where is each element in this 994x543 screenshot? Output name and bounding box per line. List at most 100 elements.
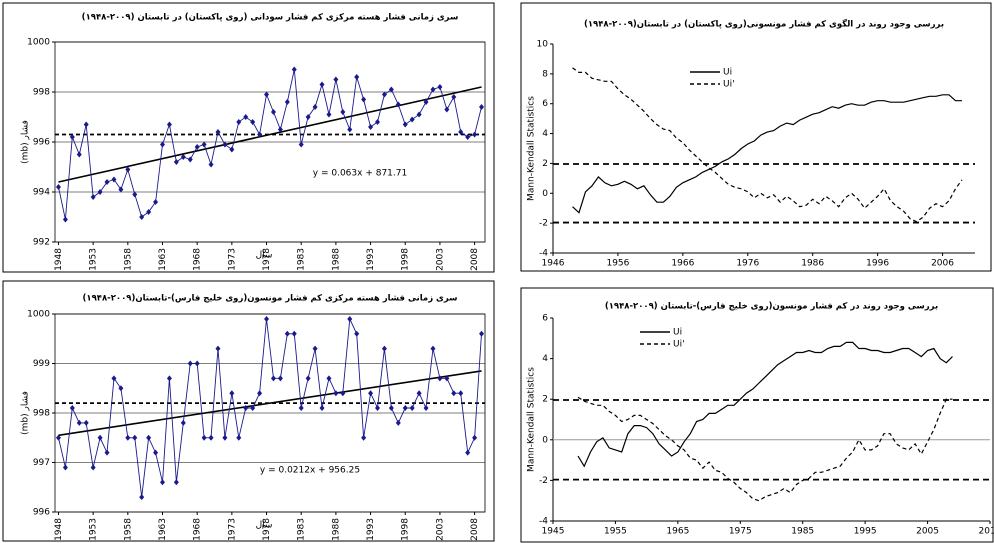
data-point: [305, 114, 311, 120]
y-tick-label: -4: [539, 517, 548, 527]
data-point: [472, 131, 478, 138]
data-point: [347, 126, 353, 133]
x-tick-label: 1983: [297, 518, 307, 541]
x-tick-label: 1986: [801, 259, 824, 269]
data-point: [173, 159, 179, 165]
data-point: [270, 375, 276, 382]
y-tick-label: -2: [539, 476, 548, 486]
data-point: [388, 86, 394, 93]
data-point: [229, 390, 235, 397]
data-point: [423, 99, 429, 105]
series-line: [572, 94, 962, 214]
y-tick-label: 996: [33, 508, 50, 518]
data-point: [409, 116, 415, 123]
data-point: [83, 121, 89, 128]
legend-label: Ui: [673, 328, 682, 338]
x-tick-label: 2008: [470, 248, 480, 271]
data-point: [104, 179, 110, 185]
data-point: [264, 91, 270, 98]
data-point: [326, 375, 332, 382]
x-tick-label: 1968: [193, 248, 203, 271]
x-tick-label: 1988: [331, 518, 341, 541]
chart-title: سری زمانی فشار هسته مرکزی کم فشار سودانی…: [82, 13, 459, 23]
x-tick-label: 1966: [671, 259, 694, 269]
data-point: [395, 419, 401, 426]
data-point: [277, 375, 283, 382]
data-point: [90, 464, 96, 471]
data-point: [368, 390, 374, 397]
data-point: [222, 141, 228, 148]
data-point: [354, 330, 360, 337]
data-point: [146, 434, 152, 441]
x-tick-label: 1963: [158, 248, 168, 271]
y-tick-label: 996: [33, 138, 50, 148]
data-point: [333, 390, 339, 397]
data-point: [423, 405, 429, 412]
data-point: [479, 330, 485, 337]
data-point: [125, 434, 131, 441]
data-point: [319, 81, 325, 88]
series-line: [572, 67, 963, 223]
data-point: [76, 151, 82, 158]
y-tick-label: 10: [537, 40, 549, 50]
y-tick-label: 992: [33, 238, 50, 248]
x-axis-label: سال: [256, 521, 273, 531]
data-point: [208, 434, 214, 441]
x-tick-label: 1993: [366, 248, 376, 271]
data-point: [180, 154, 186, 160]
x-tick-label: 1976: [736, 259, 759, 269]
data-point: [381, 345, 387, 352]
data-point: [340, 109, 346, 115]
y-tick-label: 1000: [27, 38, 50, 48]
y-tick-label: 999: [33, 359, 50, 369]
data-point: [90, 194, 96, 200]
data-point: [458, 390, 464, 397]
data-point: [361, 434, 367, 441]
data-point: [250, 119, 256, 125]
data-point: [291, 66, 297, 73]
trend-equation: y = 0.0212x + 956.25: [260, 466, 360, 476]
data-point: [312, 345, 318, 352]
data-point: [146, 209, 152, 215]
data-point: [153, 199, 159, 205]
data-point: [194, 360, 200, 367]
data-point: [333, 76, 339, 83]
x-tick-label: 2008: [470, 518, 480, 541]
data-point: [243, 405, 249, 412]
data-point: [430, 345, 436, 352]
x-tick-label: 1995: [854, 527, 877, 537]
data-point: [402, 121, 408, 128]
data-point: [479, 104, 485, 110]
data-point: [354, 74, 360, 80]
data-point: [340, 390, 346, 397]
data-point: [62, 464, 68, 471]
data-point: [236, 119, 242, 125]
y-tick-label: 6: [542, 99, 548, 109]
y-tick-label: 4: [542, 354, 548, 364]
x-tick-label: 1983: [297, 248, 307, 271]
x-tick-label: 1973: [227, 518, 237, 541]
legend-label: Ui: [723, 68, 732, 78]
data-point: [437, 375, 443, 382]
data-point: [139, 494, 145, 501]
y-tick-label: 0: [542, 189, 548, 199]
data-point: [97, 189, 103, 195]
y-tick-label: -2: [539, 219, 548, 229]
data-point: [270, 109, 276, 115]
x-tick-label: 1955: [604, 527, 627, 537]
data-point: [97, 434, 103, 441]
data-point: [187, 360, 193, 367]
data-point: [430, 86, 436, 93]
y-tick-label: 6: [542, 314, 548, 324]
data-point: [194, 144, 200, 150]
data-point: [201, 141, 207, 148]
data-point: [361, 96, 367, 103]
data-point: [305, 375, 311, 382]
x-tick-label: 1968: [193, 518, 203, 541]
data-point: [125, 166, 131, 173]
trend-line: [58, 370, 482, 437]
data-point: [111, 375, 117, 382]
data-point: [208, 161, 214, 168]
y-axis-label: Mann-Kendall Statistics: [527, 367, 537, 472]
